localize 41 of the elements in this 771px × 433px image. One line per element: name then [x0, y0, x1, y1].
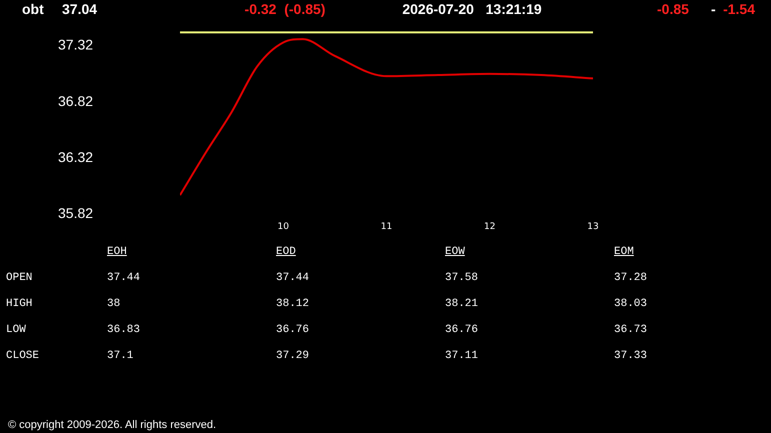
x-tick-label: 12: [484, 222, 496, 232]
text: -1.54: [723, 1, 755, 17]
data-label: 37.44: [276, 272, 310, 284]
text: -: [711, 1, 716, 17]
category-label: EOM: [614, 246, 634, 258]
x-tick-label: 11: [380, 222, 392, 232]
data-label: 38.21: [445, 298, 478, 310]
data-label: 38.12: [276, 298, 310, 310]
text: LOW: [6, 324, 26, 336]
category-label: EOW: [445, 246, 465, 258]
x-tick-label: 10: [278, 222, 290, 232]
text: -0.85: [657, 1, 689, 17]
category-label: EOD: [276, 246, 296, 258]
text: 37.04: [62, 1, 98, 17]
text: CLOSE: [6, 350, 40, 362]
line-series: [180, 38, 593, 196]
text: 2026-07-20 13:21:19: [402, 1, 542, 17]
data-label: 36.83: [107, 324, 140, 336]
text: © copyright 2009-2026. All rights reserved.: [8, 419, 216, 431]
data-label: 37.33: [614, 350, 648, 362]
data-label: 37.29: [276, 350, 310, 362]
data-label: 37.58: [445, 272, 478, 284]
data-label: 37.44: [107, 272, 140, 284]
data-label: 37.11: [445, 350, 478, 362]
data-label: 38.03: [614, 298, 648, 310]
data-label: 36.76: [276, 324, 310, 336]
data-label: 36.73: [614, 324, 648, 336]
y-tick-label: 36.32: [58, 148, 94, 165]
data-label: 36.76: [445, 324, 478, 336]
data-label: 38: [107, 298, 120, 310]
text: -0.32 (-0.85): [244, 1, 326, 17]
text: obt: [22, 1, 44, 17]
y-tick-label: 37.32: [58, 36, 94, 53]
y-tick-label: 36.82: [58, 92, 94, 109]
text: OPEN: [6, 272, 32, 284]
x-tick-label: 13: [587, 222, 599, 232]
text: HIGH: [6, 298, 32, 310]
data-label: 37.28: [614, 272, 648, 284]
data-label: 37.1: [107, 350, 134, 362]
category-label: EOH: [107, 246, 127, 258]
y-tick-label: 35.82: [58, 205, 94, 222]
